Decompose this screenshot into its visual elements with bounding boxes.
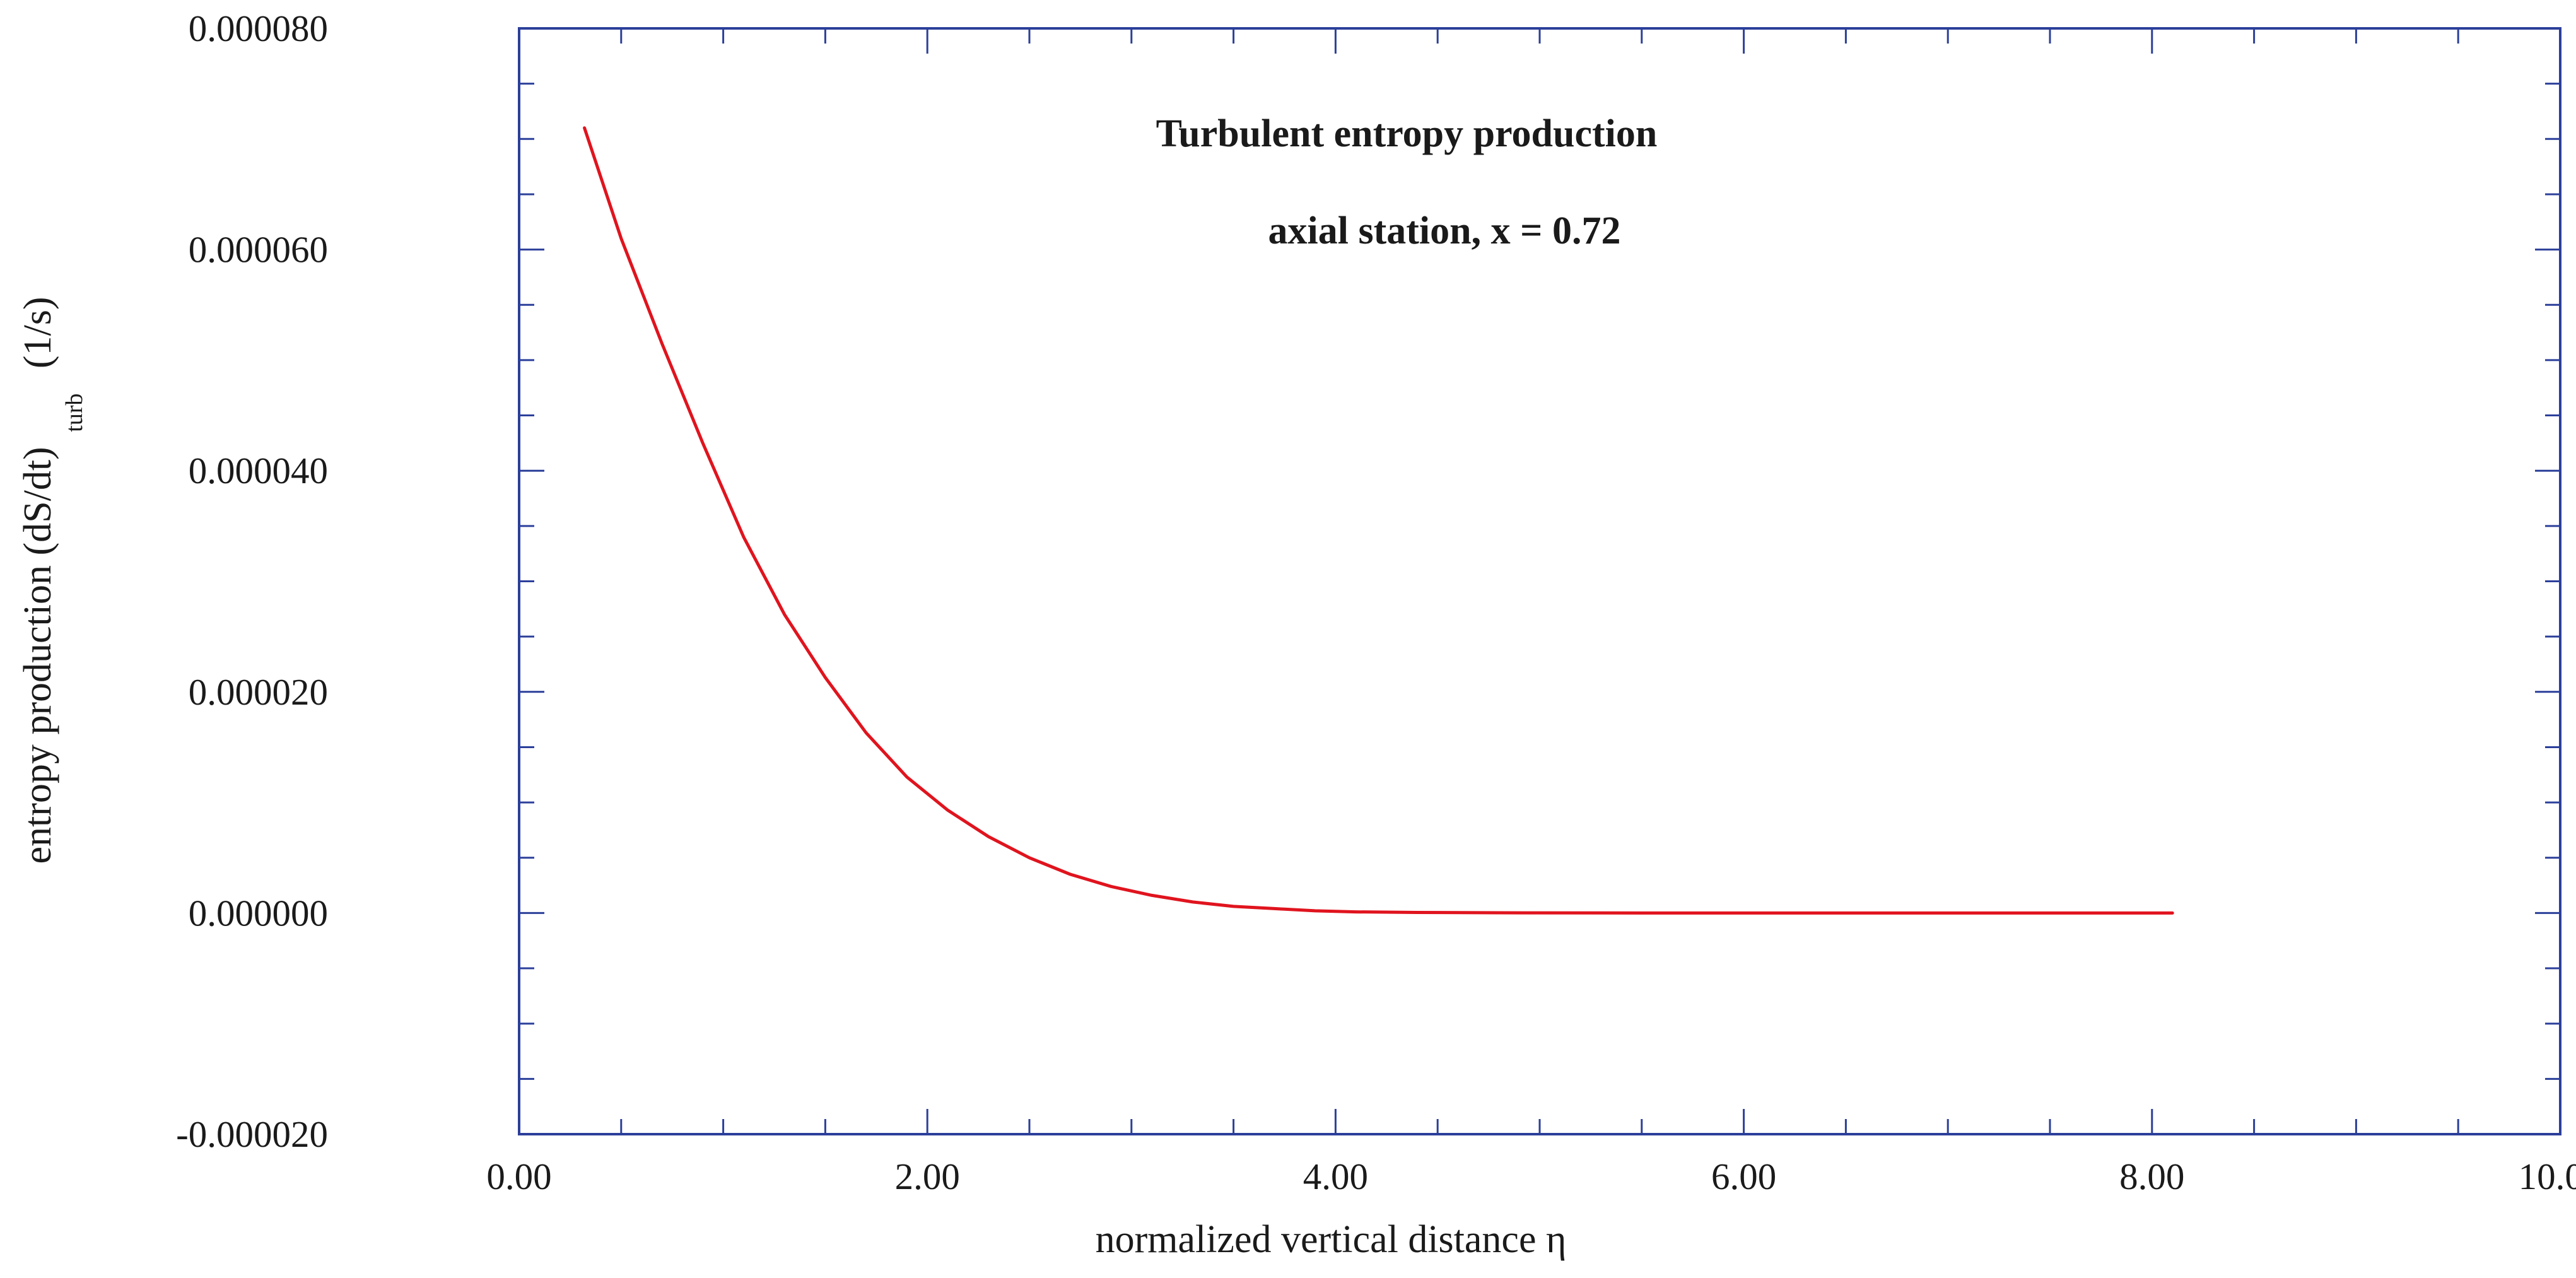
y-axis-label-group: entropy production (dS/dt) turb (1/s) — [16, 296, 91, 864]
y-axis-label-main: entropy production (dS/dt) — [16, 447, 59, 864]
y-axis-label-subscript: turb — [61, 394, 88, 432]
x-tick-label: 4.00 — [1303, 1156, 1368, 1197]
x-tick-label: 10.00 — [2519, 1156, 2576, 1197]
tick-labels: 0.00 2.00 4.00 6.00 8.00 10.00 -0.000020 0.0000… — [176, 8, 2576, 1197]
x-axis-label: normalized vertical distance η — [1096, 1218, 1567, 1261]
annotation-title: Turbulent entropy production — [1156, 112, 1658, 155]
annotation-station: axial station, x = 0.72 — [1268, 209, 1621, 252]
y-axis-label-units: (1/s) — [16, 296, 59, 368]
series-line-dsdt-turb — [583, 126, 2174, 915]
y-tick-label: 0.000080 — [189, 8, 328, 49]
y-tick-label: 0.000000 — [189, 892, 328, 934]
x-tick-label: 8.00 — [2119, 1156, 2184, 1197]
y-tick-label: 0.000060 — [189, 229, 328, 271]
y-tick-label: -0.000020 — [176, 1113, 328, 1155]
plot-frame — [518, 27, 2561, 1135]
x-tick-label: 2.00 — [895, 1156, 960, 1197]
y-tick-label: 0.000020 — [189, 671, 328, 713]
y-axis-label: entropy production (dS/dt) turb (1/s) — [16, 296, 91, 864]
x-tick-label: 0.00 — [486, 1156, 551, 1197]
tick-marks — [518, 27, 2561, 1135]
x-tick-label: 6.00 — [1711, 1156, 1776, 1197]
y-tick-label: 0.000040 — [189, 450, 328, 491]
